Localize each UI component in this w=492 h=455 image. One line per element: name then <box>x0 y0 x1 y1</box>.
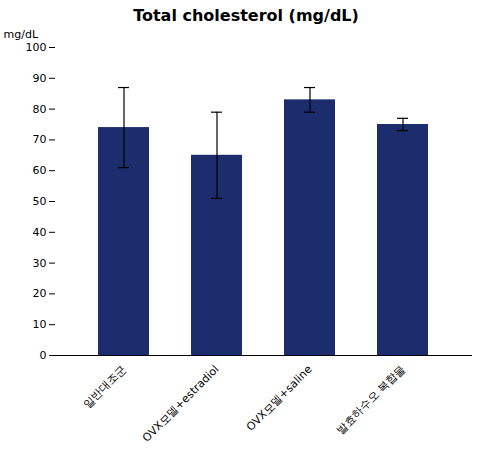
svg-text:발효하수오 복합물: 발효하수오 복합물 <box>334 363 408 437</box>
svg-text:90: 90 <box>33 72 47 85</box>
svg-text:일반대조군: 일반대조군 <box>81 363 129 411</box>
svg-text:0: 0 <box>40 349 47 362</box>
svg-text:30: 30 <box>33 257 47 270</box>
svg-text:50: 50 <box>33 195 47 208</box>
svg-text:100: 100 <box>26 41 47 54</box>
svg-text:mg/dL: mg/dL <box>4 28 39 41</box>
svg-text:70: 70 <box>33 133 47 146</box>
html-text:Total cholesterol (mg/dL): Total cholesterol (mg/dL) <box>133 6 359 25</box>
svg-text:OVX모델+estradiol: OVX모델+estradiol <box>140 363 222 445</box>
svg-text:80: 80 <box>33 103 47 116</box>
svg-text:10: 10 <box>33 318 47 331</box>
svg-text:40: 40 <box>33 226 47 239</box>
svg-text:60: 60 <box>33 164 47 177</box>
svg-text:OVX모델+saline: OVX모델+saline <box>244 363 315 434</box>
svg-text:20: 20 <box>33 287 47 300</box>
